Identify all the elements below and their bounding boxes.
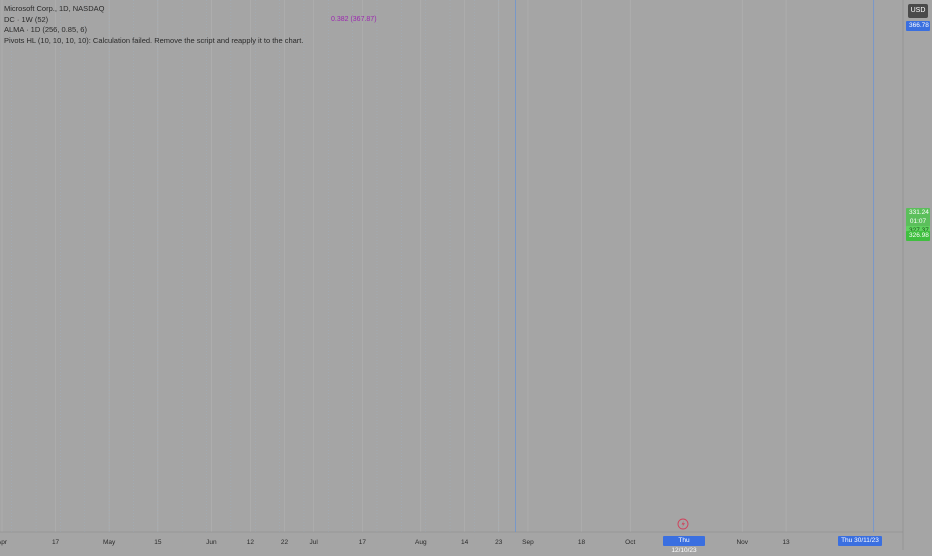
fib-level-label: 0.382 (367.87) — [331, 16, 377, 23]
chart-legend: Microsoft Corp., 1D, NASDAQ DC · 1W (52)… — [4, 4, 303, 46]
time-tick-label: May — [103, 539, 116, 546]
time-tick-label: 23 — [495, 539, 503, 546]
chart-grid — [1, 0, 875, 532]
time-tick-label: 12 — [247, 539, 255, 546]
target-price-tag: 366.78 — [906, 21, 930, 31]
indicator-dc[interactable]: DC · 1W (52) — [4, 14, 49, 24]
time-tick-label: 22 — [281, 539, 289, 546]
time-tick-label: Sep — [522, 539, 534, 546]
time-tick-label: Nov — [736, 539, 748, 546]
price-axis: 272.00276.00280.00284.00288.00292.00296.… — [902, 0, 904, 550]
time-tick-label: 17 — [52, 539, 60, 546]
time-tick-label: 17 — [359, 539, 367, 546]
time-tick-label: Oct — [625, 539, 635, 546]
projection-time-tag: Thu 30/11/23 — [838, 536, 882, 546]
time-tick-label: Aug — [415, 539, 427, 546]
event-marker-icon — [677, 518, 689, 530]
currency-button[interactable]: USD — [908, 4, 928, 18]
indicator-alma[interactable]: ALMA · 1D (256, 0.85, 6) — [4, 25, 87, 34]
countdown-tag: 01:07 — [906, 217, 930, 227]
time-tick-label: Jul — [310, 539, 319, 546]
alma-price-tag-2: 326.98 — [906, 231, 930, 241]
time-tick-label: Jun — [206, 539, 217, 546]
time-tick-label: Apr — [0, 539, 8, 546]
indicator-pivots[interactable]: Pivots HL (10, 10, 10, 10): Calculation … — [4, 35, 304, 45]
lightning-icon — [681, 520, 685, 528]
time-tick-label: 15 — [154, 539, 162, 546]
time-tick-label: 13 — [782, 539, 790, 546]
symbol-title[interactable]: Microsoft Corp., 1D, NASDAQ — [4, 4, 105, 13]
chart-annotations — [515, 0, 875, 532]
cursor-time-tag: Thu 12/10/23 — [663, 536, 705, 554]
time-tick-label: 14 — [461, 539, 469, 546]
last-price-tag: 331.24 — [906, 208, 930, 218]
time-tick-label: 18 — [578, 539, 586, 546]
time-axis: Apr 17 May 15 Jun 12 22 Jul 17 Aug 14 23 Sep 18 Oct Nov… — [0, 531, 903, 546]
